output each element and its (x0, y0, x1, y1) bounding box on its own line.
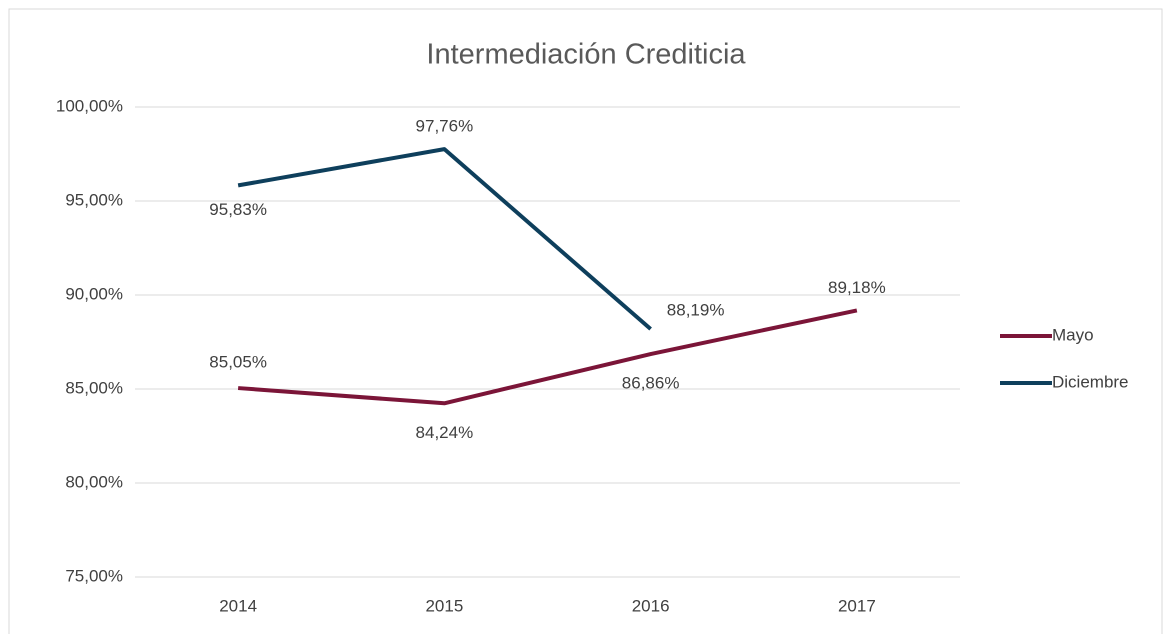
data-label: 84,24% (416, 423, 474, 442)
chart-title: Intermediación Crediticia (426, 39, 746, 71)
series-line (237, 308, 858, 406)
series-line (237, 147, 652, 331)
x-tick-label: 2014 (219, 596, 257, 615)
data-label: 97,76% (416, 117, 474, 136)
y-tick-label: 85,00% (65, 378, 123, 397)
y-tick-label: 80,00% (65, 472, 123, 491)
x-tick-label: 2015 (425, 596, 463, 615)
y-tick-label: 95,00% (65, 190, 123, 209)
y-tick-label: 100,00% (56, 96, 123, 115)
x-tick-label: 2017 (838, 596, 876, 615)
legend-label: Diciembre (1052, 372, 1129, 391)
legend-label: Mayo (1052, 325, 1094, 344)
data-label: 89,18% (828, 278, 886, 297)
x-tick-label: 2016 (632, 596, 670, 615)
chart-frame (8, 8, 1163, 634)
data-label: 88,19% (667, 301, 725, 320)
data-label: 95,83% (209, 200, 267, 219)
y-tick-label: 75,00% (65, 566, 123, 585)
data-label: 85,05% (209, 353, 267, 372)
y-tick-label: 90,00% (65, 284, 123, 303)
data-label: 86,86% (622, 374, 680, 393)
